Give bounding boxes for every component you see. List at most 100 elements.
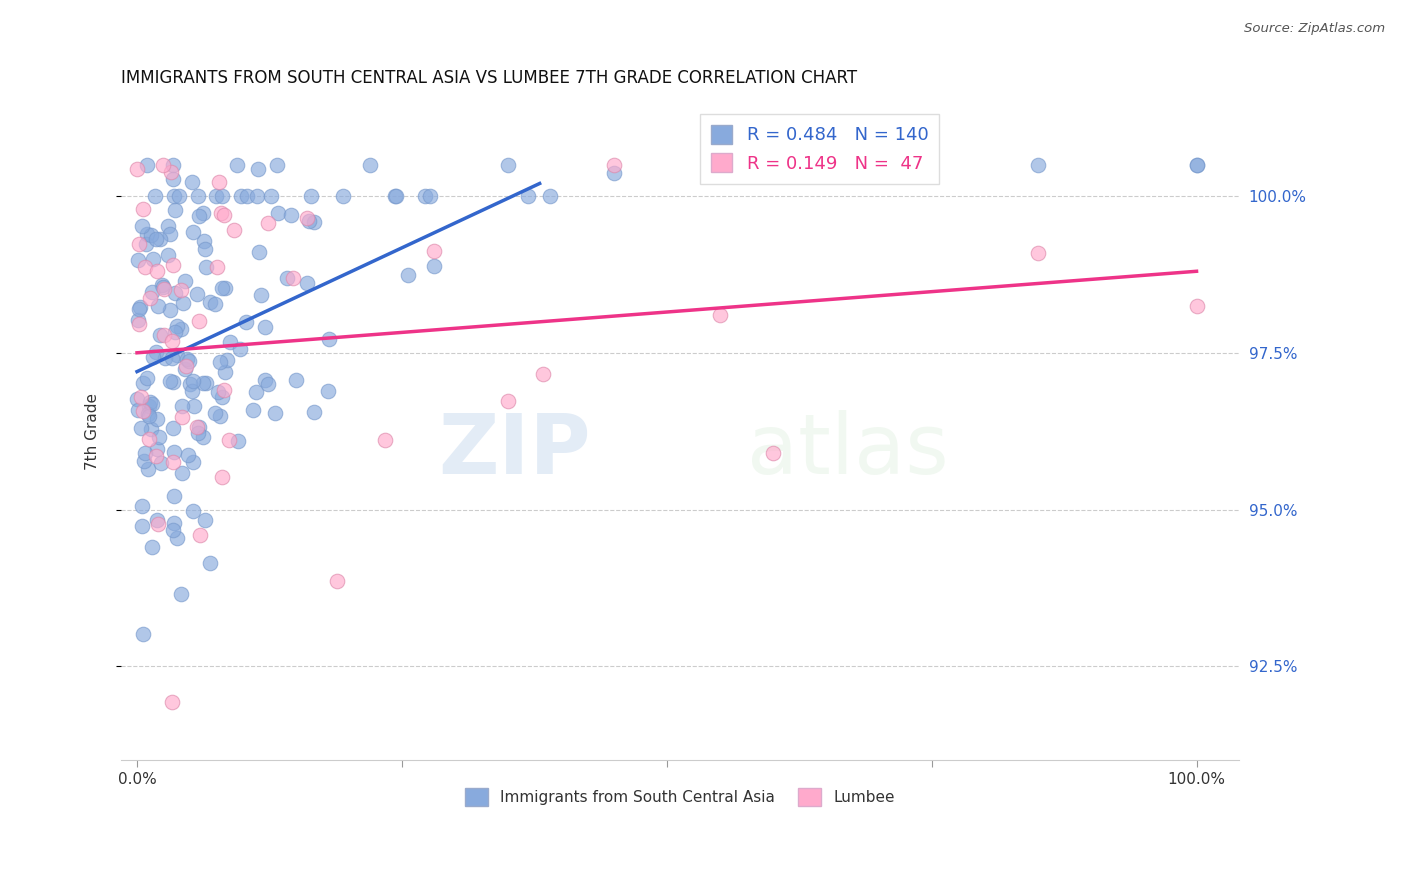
Point: [209, 354, 232, 368]
Point: [150, 456, 173, 470]
Point: [131, 219, 153, 233]
Point: [228, 434, 250, 449]
Point: [211, 390, 233, 404]
Point: [415, 189, 437, 203]
Point: [195, 260, 218, 275]
Point: [176, 352, 198, 367]
Point: [163, 445, 186, 459]
Point: [205, 260, 228, 274]
Point: [138, 291, 160, 305]
Point: [153, 282, 176, 296]
Point: [172, 296, 194, 310]
Point: [538, 189, 561, 203]
Point: [187, 189, 209, 203]
Point: [212, 383, 235, 397]
Point: [166, 348, 188, 362]
Point: [181, 455, 204, 469]
Point: [280, 209, 302, 223]
Point: [136, 371, 159, 385]
Point: [145, 345, 167, 359]
Point: [159, 374, 181, 388]
Point: [188, 209, 211, 223]
Point: [170, 587, 193, 601]
Point: [165, 202, 187, 217]
Point: [214, 365, 236, 379]
Point: [145, 449, 167, 463]
Point: [194, 242, 217, 256]
Point: [181, 504, 204, 518]
Point: [247, 244, 270, 259]
Point: [136, 462, 159, 476]
Point: [1185, 158, 1208, 172]
Point: [138, 409, 160, 423]
Point: [516, 189, 538, 203]
Point: [496, 393, 519, 408]
Point: [235, 315, 257, 329]
Point: [298, 213, 321, 227]
Point: [709, 309, 731, 323]
Point: [162, 455, 184, 469]
Point: [134, 453, 156, 467]
Point: [146, 513, 169, 527]
Point: [229, 342, 252, 356]
Point: [211, 189, 233, 203]
Point: [170, 322, 193, 336]
Point: [276, 270, 298, 285]
Point: [186, 419, 208, 434]
Point: [145, 231, 167, 245]
Point: [135, 158, 157, 172]
Text: IMMIGRANTS FROM SOUTH CENTRAL ASIA VS LUMBEE 7TH GRADE CORRELATION CHART: IMMIGRANTS FROM SOUTH CENTRAL ASIA VS LU…: [121, 69, 858, 87]
Point: [155, 351, 177, 366]
Point: [146, 299, 169, 313]
Point: [187, 420, 209, 434]
Point: [181, 226, 204, 240]
Point: [165, 325, 187, 339]
Point: [170, 283, 193, 297]
Point: [166, 531, 188, 545]
Point: [160, 165, 183, 179]
Point: [169, 189, 191, 203]
Point: [302, 405, 325, 419]
Point: [132, 376, 155, 390]
Point: [1026, 245, 1049, 260]
Point: [165, 286, 187, 301]
Point: [135, 237, 157, 252]
Point: [211, 281, 233, 295]
Point: [193, 234, 215, 248]
Point: [179, 377, 201, 392]
Point: [198, 295, 221, 310]
Point: [384, 189, 406, 203]
Point: [128, 300, 150, 314]
Point: [266, 158, 288, 172]
Point: [172, 400, 194, 414]
Legend: Immigrants from South Central Asia, Lumbee: Immigrants from South Central Asia, Lumb…: [460, 782, 901, 812]
Text: Source: ZipAtlas.com: Source: ZipAtlas.com: [1244, 22, 1385, 36]
Point: [250, 288, 273, 302]
Point: [1026, 158, 1049, 172]
Point: [326, 574, 349, 588]
Point: [496, 158, 519, 172]
Point: [209, 205, 232, 219]
Point: [176, 448, 198, 462]
Point: [129, 420, 152, 434]
Point: [149, 328, 172, 343]
Point: [204, 406, 226, 420]
Point: [236, 189, 259, 203]
Point: [332, 189, 354, 203]
Point: [186, 286, 208, 301]
Point: [204, 297, 226, 311]
Point: [422, 244, 444, 259]
Point: [257, 216, 280, 230]
Point: [136, 227, 159, 242]
Point: [229, 189, 252, 203]
Point: [246, 189, 269, 203]
Point: [132, 627, 155, 641]
Point: [128, 236, 150, 251]
Point: [138, 432, 160, 446]
Point: [316, 384, 339, 398]
Point: [179, 353, 201, 368]
Point: [134, 260, 156, 274]
Point: [129, 390, 152, 404]
Point: [422, 260, 444, 274]
Point: [218, 334, 240, 349]
